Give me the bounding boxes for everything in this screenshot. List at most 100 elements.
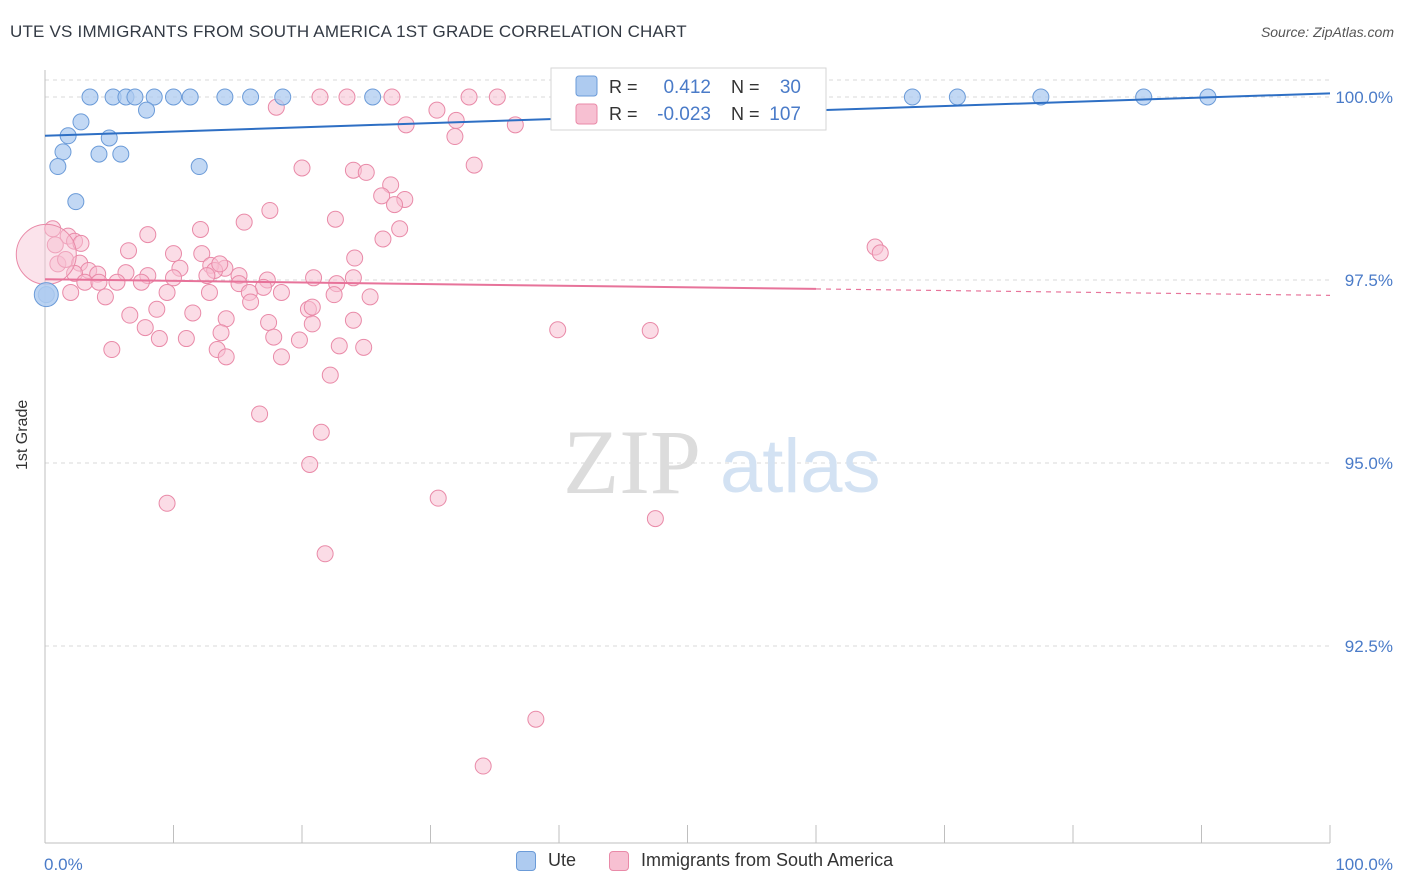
ute-point [190, 158, 208, 176]
immigrants-point [139, 226, 157, 244]
legend-r-value-ute: 0.412 [663, 77, 711, 98]
ute-point [67, 193, 85, 211]
ute-point [216, 88, 234, 106]
immigrants-trend-line-extension [815, 288, 1331, 296]
immigrants-point [321, 366, 339, 384]
immigrants-point [62, 283, 80, 301]
immigrants-point [158, 494, 176, 512]
tick-labels: 100.0% 97.5% 95.0% 92.5% 0.0% 100.0% [44, 88, 1393, 874]
ute-point [112, 145, 130, 163]
legend-n-value-ute: 30 [780, 77, 801, 98]
ute-point [274, 88, 292, 106]
immigrants-point [646, 510, 664, 528]
immigrants-point [136, 319, 154, 337]
bottom-legend: Ute Immigrants from South America [0, 850, 1406, 878]
ute-point [948, 88, 966, 106]
immigrants-point [382, 176, 400, 194]
bottom-legend-immigrants[interactable]: Immigrants from South America [609, 850, 893, 871]
immigrants-point [303, 315, 321, 333]
ute-point [126, 88, 144, 106]
immigrants-point [217, 348, 235, 366]
immigrants-point [198, 267, 216, 285]
immigrants-point [72, 234, 90, 252]
ute-point [138, 101, 156, 119]
ute-point [100, 129, 118, 147]
immigrants-point [641, 322, 659, 340]
ute-point [72, 113, 90, 131]
watermark-zip: ZIP [563, 411, 701, 513]
legend-swatch-ute [575, 75, 598, 97]
immigrants-point [121, 306, 139, 324]
immigrants-point [460, 88, 478, 106]
immigrants-point [272, 283, 290, 301]
y-tick-label: 100.0% [1335, 88, 1393, 107]
bottom-legend-ute[interactable]: Ute [516, 850, 576, 871]
immigrants-point [184, 304, 202, 322]
immigrants-point [158, 283, 176, 301]
immigrants-point [265, 328, 283, 346]
ute-point [145, 88, 163, 106]
immigrants-point [383, 88, 401, 106]
immigrants-series [15, 88, 889, 775]
ute-point [49, 158, 67, 176]
immigrants-point [301, 455, 319, 473]
ute-point [165, 88, 182, 106]
watermark: ZIP atlas [563, 411, 881, 513]
bottom-legend-swatch-immigrants [609, 850, 629, 871]
x-tick-label-min: 0.0% [44, 855, 83, 874]
legend-n-label-ute: N = [731, 77, 760, 97]
immigrants-point [346, 249, 364, 267]
immigrants-point [165, 269, 182, 287]
immigrants-point [150, 330, 168, 348]
y-tick-label: 95.0% [1345, 454, 1393, 473]
legend-r-label-immigrants: R = [609, 104, 638, 124]
ute-point [1032, 88, 1050, 106]
immigrants-trend-line [44, 278, 817, 290]
immigrants-point [193, 245, 211, 263]
immigrants-point [465, 156, 483, 174]
immigrants-point [251, 405, 269, 423]
immigrants-point [103, 341, 121, 359]
immigrants-point [272, 348, 290, 366]
immigrants-point [355, 338, 373, 356]
immigrants-point [446, 128, 464, 146]
immigrants-point [132, 273, 150, 291]
immigrants-point [386, 196, 404, 214]
immigrants-point [325, 286, 343, 304]
immigrants-point [191, 220, 209, 238]
y-tick-label: 92.5% [1345, 637, 1393, 656]
axes [44, 70, 1331, 844]
legend-r-label-ute: R = [609, 77, 638, 97]
ute-point [1135, 88, 1153, 106]
immigrants-point [76, 273, 94, 291]
immigrants-point [326, 210, 344, 228]
immigrants-point [361, 288, 379, 306]
immigrants-point [330, 337, 348, 355]
immigrants-point [338, 88, 356, 106]
immigrants-point [108, 273, 126, 291]
immigrants-point [428, 101, 446, 119]
immigrants-point [303, 298, 321, 316]
immigrants-point [260, 313, 278, 331]
legend-n-label-immigrants: N = [731, 104, 760, 124]
ute-point [364, 88, 382, 106]
immigrants-point [120, 242, 138, 260]
ute-point-large [33, 282, 59, 308]
immigrants-point [373, 187, 391, 205]
ute-point [81, 88, 99, 106]
immigrants-point [316, 545, 334, 563]
stats-legend: R = 0.412 N = 30 R = -0.023 N = 107 [550, 67, 827, 131]
immigrants-point [871, 244, 889, 262]
immigrants-point [549, 321, 567, 339]
immigrants-point-large [15, 223, 77, 285]
immigrants-point [96, 288, 114, 306]
immigrants-point [344, 269, 362, 287]
immigrants-point [211, 255, 229, 273]
x-tick-label-max: 100.0% [1335, 855, 1393, 874]
immigrants-point [46, 236, 64, 254]
immigrants-point [290, 331, 308, 349]
y-tick-label: 97.5% [1345, 271, 1393, 290]
legend-swatch-immigrants [575, 103, 598, 125]
immigrants-point [177, 330, 195, 348]
